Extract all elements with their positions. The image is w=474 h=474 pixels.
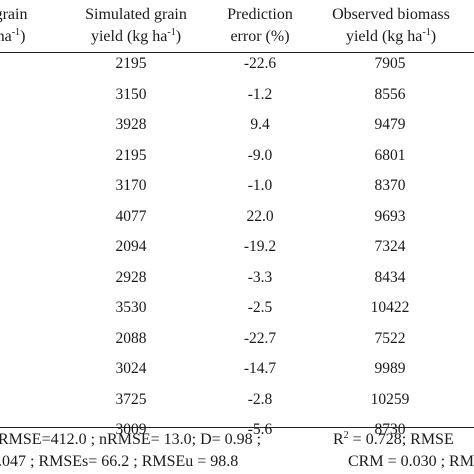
header-simulated-unit-close: ) <box>175 28 182 45</box>
cell-simulated: 3024 <box>115 360 147 377</box>
cell-simulated: 2088 <box>115 330 147 347</box>
cell-biomass: 7905 <box>374 55 406 72</box>
cell-simulated: 2195 <box>115 55 147 72</box>
footer-r-squared-exp: 2 <box>343 430 349 441</box>
cell-biomass: 8434 <box>374 269 406 286</box>
cell-simulated: 3170 <box>115 177 147 194</box>
header-biomass-unit-close: ) <box>430 28 437 45</box>
header-prediction-line1: Prediction <box>227 6 293 23</box>
header-simulated-unit-exp: -1 <box>167 27 176 38</box>
cell-biomass: 10422 <box>370 299 410 316</box>
cell-simulated: 3530 <box>115 299 147 316</box>
cell-error: -3.3 <box>247 269 273 286</box>
cell-biomass: 6801 <box>374 147 406 164</box>
header-observed-biomass-yield: Observed biomass yield (kg ha-1) <box>318 4 464 48</box>
header-grain-line1: grain <box>0 6 28 23</box>
cell-error: -1.2 <box>247 86 273 103</box>
cell-error: -2.8 <box>247 391 273 408</box>
cell-simulated: 2094 <box>115 238 147 255</box>
header-grain-unit-close: ) <box>20 28 26 45</box>
cell-simulated: 4077 <box>115 208 147 225</box>
cell-biomass: 9479 <box>374 116 406 133</box>
cell-error: -5.6 <box>247 421 273 438</box>
cell-biomass: 7522 <box>374 330 406 347</box>
header-biomass-unit-exp: -1 <box>422 27 431 38</box>
header-biomass-unit: yield (kg ha <box>345 28 423 45</box>
header-grain-line2: ha-1) <box>0 26 42 48</box>
footer-r-squared-label: R <box>333 431 344 448</box>
footer-stats-left-line2: .047 ; RMSEs= 66.2 ; RMSEu = 98.8 <box>0 453 239 470</box>
header-simulated-line2: yield (kg ha-1) <box>66 26 206 48</box>
cell-error: -19.2 <box>243 238 277 255</box>
cell-simulated: 3928 <box>115 116 147 133</box>
header-simulated-unit: yield (kg ha <box>90 28 168 45</box>
footer-stats-right-line2: CRM = 0.030 ; RMSE <box>348 453 474 470</box>
cell-error: 9.4 <box>250 116 270 133</box>
footer-r-squared-value: = 0.728; RMSE <box>348 431 454 448</box>
header-biomass-line1: Observed biomass <box>332 6 450 23</box>
header-grain-yield: grain ha-1) <box>0 4 42 48</box>
cell-error: -9.0 <box>247 147 273 164</box>
header-prediction-unit: error (%) <box>230 28 290 45</box>
cell-simulated: 3725 <box>115 391 147 408</box>
cell-biomass: 9989 <box>374 360 406 377</box>
cell-biomass: 8370 <box>374 177 406 194</box>
cell-biomass: 10259 <box>370 391 410 408</box>
body-rule <box>0 427 474 428</box>
cell-biomass: 8556 <box>374 86 406 103</box>
cell-error: -22.6 <box>243 55 277 72</box>
header-grain-unit-exp: -1 <box>11 27 21 38</box>
header-biomass-line2: yield (kg ha-1) <box>318 26 464 48</box>
header-prediction-line2: error (%) <box>214 26 306 48</box>
header-simulated-grain-yield: Simulated grain yield (kg ha-1) <box>66 4 206 48</box>
cell-error: -14.7 <box>243 360 277 377</box>
header-prediction-error: Prediction error (%) <box>214 4 306 48</box>
header-rule <box>0 52 474 53</box>
cell-error: 22.0 <box>246 208 274 225</box>
cell-error: -22.7 <box>243 330 277 347</box>
cell-biomass: 9693 <box>374 208 406 225</box>
cell-error: -1.0 <box>247 177 273 194</box>
cell-simulated: 3150 <box>115 86 147 103</box>
footer-stats-left-line1: RMSE=412.0 ; nRMSE= 13.0; D= 0.98 ; <box>0 431 262 448</box>
cell-simulated: 3009 <box>115 421 147 438</box>
header-simulated-line1: Simulated grain <box>85 6 187 23</box>
cell-error: -2.5 <box>247 299 273 316</box>
cell-biomass: 8730 <box>374 421 406 438</box>
cell-biomass: 7324 <box>374 238 406 255</box>
footer-stats-right-line1: R2 = 0.728; RMSE <box>333 429 454 451</box>
cell-simulated: 2928 <box>115 269 147 286</box>
cell-simulated: 2195 <box>115 147 147 164</box>
header-grain-unit: ha <box>0 28 12 45</box>
